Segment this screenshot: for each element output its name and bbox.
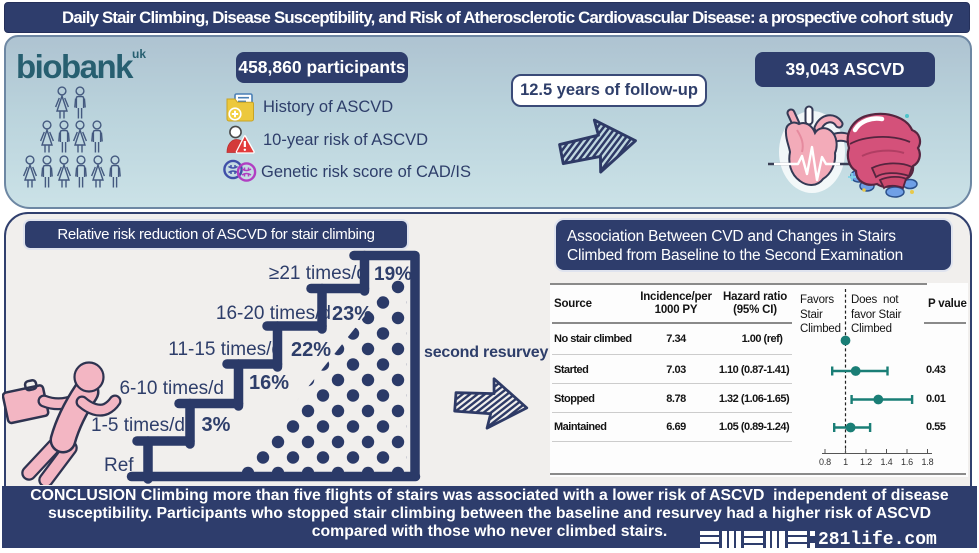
svg-text:1.2: 1.2 [860, 457, 872, 467]
svg-text:1.4: 1.4 [881, 457, 893, 467]
svg-text:1.8: 1.8 [922, 457, 934, 467]
svg-text:0.8: 0.8 [819, 457, 831, 467]
svg-text:1: 1 [843, 457, 848, 467]
svg-text:1.6: 1.6 [901, 457, 913, 467]
